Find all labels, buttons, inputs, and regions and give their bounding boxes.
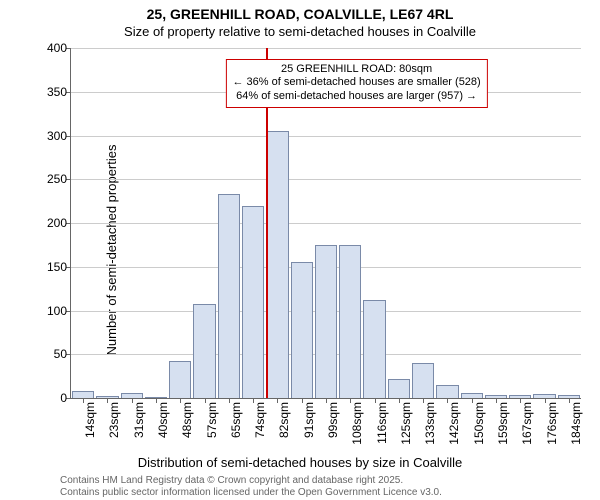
chart-title: 25, GREENHILL ROAD, COALVILLE, LE67 4RL [0,6,600,22]
xtick-label: 125sqm [399,402,413,445]
xtick-label: 142sqm [447,402,461,445]
histogram-bar [363,300,385,398]
ytick-label: 400 [47,41,71,55]
chart-plot-area: 05010015020025030035040014sqm23sqm31sqm4… [70,48,581,399]
histogram-bar [242,206,264,399]
chart-subtitle: Size of property relative to semi-detach… [0,24,600,39]
ytick-label: 0 [60,391,71,405]
xtick-label: 184sqm [569,402,583,445]
footer-attribution-2: Contains public sector information licen… [60,487,442,498]
ytick-label: 150 [47,260,71,274]
histogram-bar [412,363,434,398]
annotation-box: 25 GREENHILL ROAD: 80sqm← 36% of semi-de… [225,59,487,108]
xtick-label: 14sqm [83,402,97,438]
footer-attribution-1: Contains HM Land Registry data © Crown c… [60,475,403,486]
xtick-label: 133sqm [423,402,437,445]
xtick-label: 40sqm [156,402,170,438]
histogram-bar [72,391,94,398]
ytick-label: 350 [47,85,71,99]
ytick-label: 250 [47,172,71,186]
histogram-bar [291,262,313,398]
ytick-label: 200 [47,216,71,230]
ytick-label: 100 [47,304,71,318]
xtick-label: 65sqm [229,402,243,438]
histogram-bar [218,194,240,398]
gridline [71,179,581,180]
histogram-bar [193,304,215,399]
histogram-bar [388,379,410,398]
histogram-bar [169,361,191,398]
x-axis-label: Distribution of semi-detached houses by … [0,455,600,470]
xtick-label: 23sqm [107,402,121,438]
histogram-bar [436,385,458,398]
xtick-label: 108sqm [350,402,364,445]
xtick-label: 57sqm [205,402,219,438]
xtick-label: 91sqm [302,402,316,438]
histogram-bar [266,131,288,398]
xtick-label: 74sqm [253,402,267,438]
annotation-line: 64% of semi-detached houses are larger (… [232,90,480,104]
ytick-label: 50 [54,347,71,361]
histogram-bar [339,245,361,398]
ytick-label: 300 [47,129,71,143]
annotation-line: ← 36% of semi-detached houses are smalle… [232,76,480,90]
xtick-label: 150sqm [472,402,486,445]
gridline [71,48,581,49]
xtick-label: 159sqm [496,402,510,445]
xtick-label: 167sqm [520,402,534,445]
gridline [71,223,581,224]
xtick-label: 176sqm [545,402,559,445]
xtick-label: 48sqm [180,402,194,438]
annotation-line: 25 GREENHILL ROAD: 80sqm [232,63,480,77]
xtick-label: 82sqm [277,402,291,438]
gridline [71,136,581,137]
histogram-bar [315,245,337,398]
xtick-label: 31sqm [132,402,146,438]
xtick-label: 116sqm [375,402,389,444]
xtick-label: 99sqm [326,402,340,438]
